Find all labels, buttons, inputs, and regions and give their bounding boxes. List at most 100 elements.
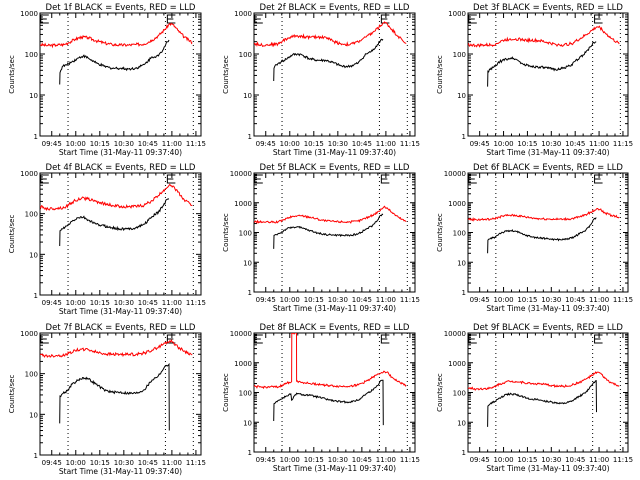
x-tick-label: 10:45 [352, 456, 372, 464]
x-tick-label: 09:45 [42, 459, 62, 467]
y-tick-label: 100 [25, 51, 38, 59]
x-tick-label: 10:15 [90, 140, 110, 148]
event-marker-icon [594, 14, 603, 24]
y-tick-label: 10000 [230, 170, 252, 178]
x-tick-label: 11:15 [613, 140, 633, 148]
series-events-line [59, 362, 170, 431]
x-tick-label: 10:45 [352, 296, 372, 304]
y-tick-label: 10 [243, 419, 252, 427]
x-tick-label: 10:15 [517, 296, 537, 304]
series-lld-line [468, 371, 620, 391]
series-lld-line [254, 205, 407, 224]
event-marker-icon [40, 334, 49, 344]
x-axis-label: Start Time (31-May-11 09:37:40) [59, 148, 182, 157]
y-tick-label: 1000 [20, 170, 38, 178]
series-events-line [487, 380, 597, 427]
x-tick-label: 10:15 [304, 140, 324, 148]
panel-title: Det 6f BLACK = Events, RED = LLD [473, 163, 623, 173]
y-tick-label: 1000 [234, 360, 252, 368]
plot-frame [39, 332, 202, 456]
x-axis-label: Start Time (31-May-11 09:37:40) [486, 148, 609, 157]
series-lld-line [468, 25, 620, 48]
x-tick-label: 10:00 [493, 456, 513, 464]
series-lld-line [254, 333, 407, 390]
x-tick-label: 10:00 [66, 299, 86, 307]
x-tick-label: 10:30 [541, 456, 561, 464]
y-tick-label: 10 [243, 259, 252, 267]
plot-frame [467, 172, 629, 293]
y-tick-label: 1000 [20, 10, 38, 18]
y-tick-label: 1 [462, 449, 466, 457]
panel-det-4: Det 4f BLACK = Events, RED = LLD 1 10 100 10… [8, 163, 206, 316]
panel-det-7: Det 7f BLACK = Events, RED = LLD 1 10 100 10… [8, 323, 206, 476]
panel-title: Det 1f BLACK = Events, RED = LLD [46, 3, 196, 13]
panel-title: Det 3f BLACK = Events, RED = LLD [473, 3, 623, 13]
event-marker-icon [166, 14, 176, 24]
x-tick-label: 10:00 [493, 140, 513, 148]
x-tick-label: 10:15 [304, 296, 324, 304]
panel-title: Det 5f BLACK = Events, RED = LLD [260, 163, 410, 173]
x-tick-label: 10:30 [114, 459, 134, 467]
y-tick-label: 10 [243, 92, 252, 100]
y-tick-label: 1 [34, 133, 38, 141]
series-lld-line [40, 22, 193, 49]
event-marker-icon [254, 174, 263, 184]
y-tick-label: 1 [248, 449, 252, 457]
plot-frame [253, 332, 416, 453]
x-tick-label: 10:00 [280, 296, 300, 304]
x-tick-label: 09:45 [256, 140, 276, 148]
panel-title: Det 4f BLACK = Events, RED = LLD [46, 163, 196, 173]
x-tick-label: 11:00 [376, 456, 396, 464]
panel-title: Det 2f BLACK = Events, RED = LLD [260, 3, 410, 13]
x-tick-label: 11:00 [589, 456, 609, 464]
event-marker-icon [468, 174, 477, 184]
x-tick-label: 11:15 [400, 296, 420, 304]
x-tick-label: 11:15 [186, 459, 206, 467]
y-tick-label: 100 [453, 390, 466, 398]
plot-frame [253, 172, 416, 293]
y-tick-label: 10 [457, 259, 466, 267]
x-tick-label: 11:00 [589, 140, 609, 148]
x-tick-label: 10:30 [541, 296, 561, 304]
x-tick-label: 10:30 [541, 140, 561, 148]
y-tick-label: 10 [29, 251, 38, 259]
y-tick-label: 100 [25, 371, 38, 379]
x-tick-label: 10:00 [280, 456, 300, 464]
event-marker-icon [594, 174, 603, 184]
x-tick-label: 10:00 [66, 459, 86, 467]
y-tick-label: 1000 [234, 10, 252, 18]
y-axis-label: Counts/sec [436, 373, 444, 412]
panel-det-6: Det 6f BLACK = Events, RED = LLD 1 10 100 10… [436, 163, 633, 313]
panel-det-1: Det 1f BLACK = Events, RED = LLD 1 10 100 10… [8, 3, 206, 157]
x-tick-label: 11:15 [186, 299, 206, 307]
x-axis-label: Start Time (31-May-11 09:37:40) [59, 307, 182, 316]
panel-title: Det 9f BLACK = Events, RED = LLD [473, 323, 623, 333]
series-lld-line [40, 183, 193, 212]
plot-frame [253, 12, 416, 137]
x-tick-label: 09:45 [42, 299, 62, 307]
x-axis-label: Start Time (31-May-11 09:37:40) [59, 467, 182, 476]
x-tick-label: 11:15 [613, 456, 633, 464]
x-tick-label: 10:00 [280, 140, 300, 148]
x-tick-label: 10:15 [517, 456, 537, 464]
x-tick-label: 11:00 [376, 140, 396, 148]
series-events-line [273, 213, 384, 249]
y-tick-label: 10 [29, 411, 38, 419]
x-tick-label: 11:00 [376, 296, 396, 304]
event-marker-icon [380, 14, 390, 24]
x-axis-label: Start Time (31-May-11 09:37:40) [486, 304, 609, 313]
panel-title: Det 7f BLACK = Events, RED = LLD [46, 323, 196, 333]
x-tick-label: 11:00 [162, 140, 182, 148]
y-tick-label: 10 [457, 419, 466, 427]
event-marker-icon [166, 334, 176, 344]
y-tick-label: 10000 [230, 330, 252, 338]
series-events-line [59, 198, 170, 247]
event-marker-icon [254, 14, 263, 24]
x-tick-label: 11:00 [589, 296, 609, 304]
x-tick-label: 10:45 [565, 140, 585, 148]
event-marker-icon [380, 174, 390, 184]
x-tick-label: 11:00 [162, 459, 182, 467]
series-events-line [59, 39, 170, 85]
x-axis-label: Start Time (31-May-11 09:37:40) [273, 148, 396, 157]
y-tick-label: 1 [248, 133, 252, 141]
